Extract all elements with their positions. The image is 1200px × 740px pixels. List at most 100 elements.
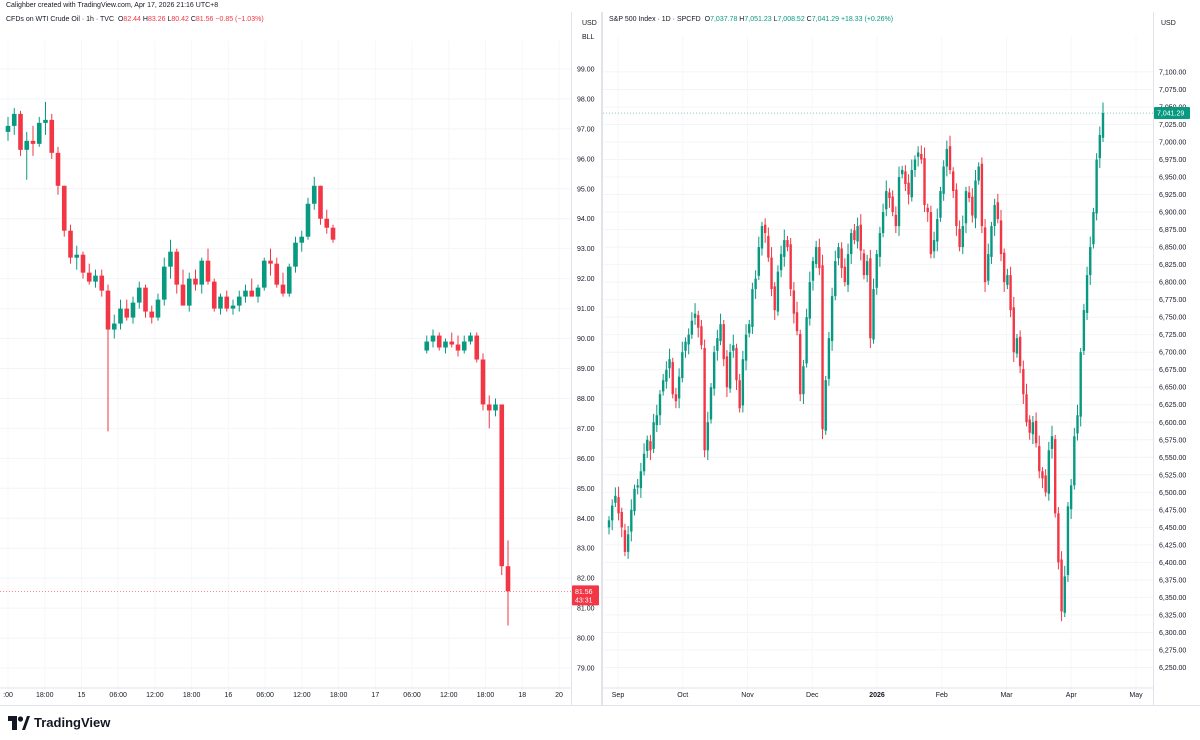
y-tick-label: 6,675.00 <box>1159 367 1186 374</box>
bar-countdown: 43:31 <box>575 597 593 604</box>
candle-body <box>280 284 286 294</box>
candle-body <box>990 226 993 257</box>
y-tick-label: 6,400.00 <box>1159 560 1186 567</box>
x-tick-label: Sep <box>612 692 625 699</box>
candle-body <box>881 212 885 234</box>
candle-body <box>977 166 980 181</box>
candle-body <box>30 140 36 144</box>
candle-body <box>118 308 123 324</box>
candle-body <box>11 113 17 126</box>
crude-oil-chart-pane[interactable]: 99.00 98.00 97.00 96.00 95.00 94.00 93.00 92.00… <box>0 12 601 705</box>
footer: TradingView <box>0 705 1200 740</box>
y-tick-label: 6,950.00 <box>1159 175 1186 182</box>
candle-body <box>808 282 811 319</box>
candle-body <box>712 352 716 389</box>
candle-body <box>639 471 643 489</box>
candle-body <box>948 146 952 171</box>
candle-body <box>1003 252 1006 283</box>
candle-body <box>901 170 904 175</box>
candle-body <box>725 356 729 388</box>
candle-body <box>1050 436 1054 449</box>
candle-body <box>894 214 898 227</box>
candle-body <box>853 230 856 241</box>
candle-body <box>236 296 242 306</box>
sp500-chart[interactable]: 7,100.007,075.007,050.007,025.007,000.00… <box>603 12 1200 705</box>
candle-body <box>1025 394 1028 423</box>
y-tick-label: 6,500.00 <box>1159 490 1186 497</box>
candle-body <box>80 254 86 273</box>
y-tick-label: 6,925.00 <box>1159 192 1186 199</box>
y-tick-label: 81.00 <box>577 606 595 613</box>
candle-body <box>655 415 659 426</box>
candle-body <box>926 207 929 213</box>
candle-body <box>677 376 681 399</box>
legend-close-value: 81.56 <box>195 16 214 23</box>
y-tick-label: 6,700.00 <box>1159 350 1186 357</box>
y-tick-label: 89.00 <box>577 366 595 373</box>
candle-body <box>324 218 330 228</box>
candle-body <box>936 219 939 242</box>
candle-body <box>658 394 662 416</box>
candle-body <box>840 248 843 269</box>
legend-high-label: H <box>142 16 148 23</box>
x-tick-label: 06:00 <box>403 692 421 699</box>
candle-body <box>620 511 623 528</box>
tradingview-logo[interactable]: TradingView <box>8 715 110 730</box>
candle-body <box>318 185 323 219</box>
candle-body <box>652 422 655 449</box>
candle-body <box>939 191 942 218</box>
candle-body <box>728 352 732 389</box>
y-tick-label: 6,625.00 <box>1159 402 1186 409</box>
candle-body <box>330 227 336 240</box>
x-tick-label: 16 <box>225 692 233 699</box>
candle-body <box>193 278 198 285</box>
candle-body <box>136 287 142 303</box>
sp500-chart-pane[interactable]: 7,100.007,075.007,050.007,025.007,000.00… <box>603 12 1200 705</box>
candle-body <box>964 191 968 224</box>
candle-body <box>945 148 949 167</box>
candle-body <box>311 185 317 204</box>
candle-body <box>1095 159 1098 214</box>
candle-body <box>665 369 668 382</box>
candle-body <box>999 220 1003 255</box>
crude-oil-chart[interactable]: 99.00 98.00 97.00 96.00 95.00 94.00 93.00 92.00… <box>0 12 601 705</box>
y-tick-label: 7,000.00 <box>1159 139 1186 146</box>
candle-body <box>443 341 448 348</box>
y-tick-label: 96.00 <box>577 156 595 163</box>
candle-body <box>461 341 467 351</box>
candle-body <box>211 281 217 309</box>
candle-body <box>1009 275 1012 311</box>
candle-body <box>967 192 971 199</box>
candle-body <box>763 224 767 234</box>
y-tick-label: 6,250.00 <box>1159 665 1186 672</box>
legend-low-value: 7,008.52 <box>777 16 805 23</box>
candle-body <box>614 495 617 503</box>
candle-body <box>111 323 117 330</box>
candle-body <box>261 260 267 288</box>
candle-body <box>430 335 436 342</box>
candle-body <box>681 352 684 379</box>
y-tick-label: 98.00 <box>577 96 595 103</box>
candle-body <box>843 266 847 283</box>
legend-open-label: O <box>117 16 124 23</box>
candle-body <box>814 247 818 264</box>
candle-body <box>661 380 665 392</box>
x-tick-label: Apr <box>1066 692 1078 699</box>
candle-body <box>255 287 261 297</box>
pane-divider[interactable] <box>601 12 603 705</box>
candle-body <box>55 152 61 186</box>
candle-body <box>105 290 111 330</box>
candle-body <box>805 317 808 364</box>
candle-body <box>455 344 461 351</box>
candle-body <box>722 324 725 360</box>
y-tick-label: 6,550.00 <box>1159 455 1186 462</box>
y-tick-label: 80.00 <box>577 636 595 643</box>
y-tick-label: 7,100.00 <box>1159 69 1186 76</box>
candle-body <box>786 240 789 248</box>
candle-body <box>1012 307 1015 353</box>
candle-body <box>716 338 719 351</box>
candle-body <box>687 334 690 345</box>
candle-body <box>983 227 987 283</box>
x-tick-label: 18:00 <box>183 692 201 699</box>
currency-label: USD <box>1161 20 1176 27</box>
